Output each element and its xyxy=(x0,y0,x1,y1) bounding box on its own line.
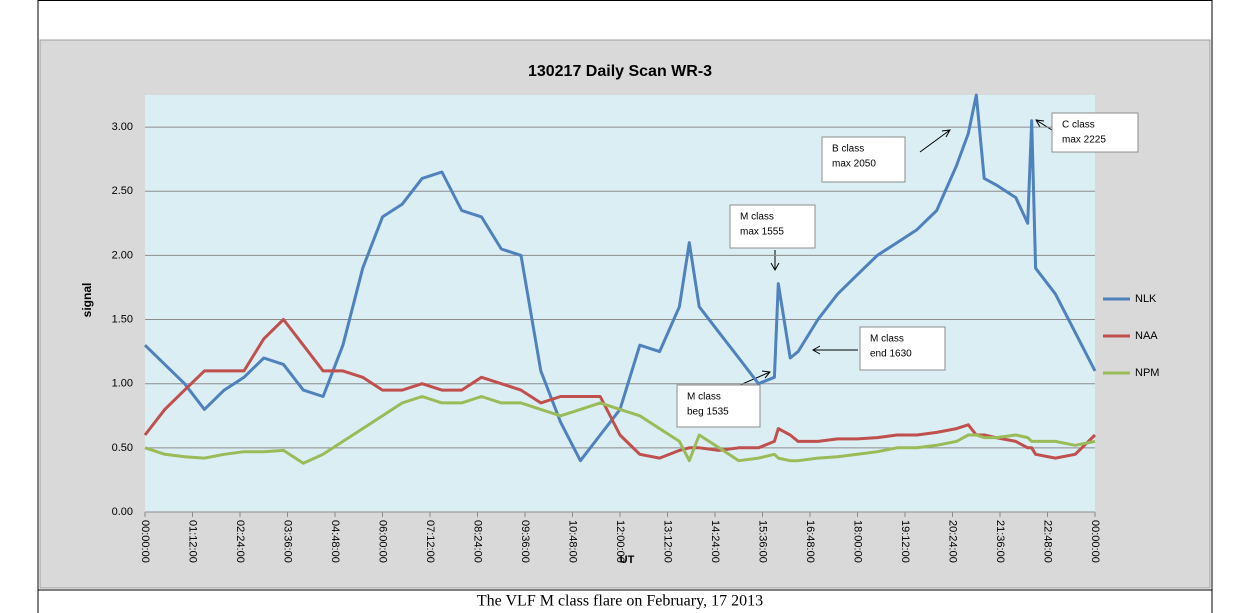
line-series xyxy=(144,395,1096,465)
y-tick-label: 1.50 xyxy=(112,313,133,325)
x-tick-label: 07:12:00 xyxy=(424,520,436,563)
x-tick-label: 21:36:00 xyxy=(994,520,1006,563)
annotation-text: beg 1535 xyxy=(687,407,729,418)
y-tick-label: 2.50 xyxy=(112,185,133,197)
x-tick-label: 04:48:00 xyxy=(329,520,341,563)
annotation-box xyxy=(1051,112,1139,153)
x-tick-label: 08:24:00 xyxy=(472,520,484,563)
y-axis-title: signal xyxy=(80,283,94,318)
annotation-box xyxy=(676,384,761,428)
x-tick-label: 09:36:00 xyxy=(519,520,531,563)
y-tick-label: 2.00 xyxy=(112,249,133,261)
x-tick-label: 10:48:00 xyxy=(567,520,579,563)
x-tick-label: 03:36:00 xyxy=(282,520,294,563)
annotation-text: max 2225 xyxy=(1062,135,1106,146)
y-tick-label: 1.00 xyxy=(112,378,133,390)
annotation-text: end 1630 xyxy=(870,349,912,360)
x-tick-label: 13:12:00 xyxy=(662,520,674,563)
x-tick-label: 06:00:00 xyxy=(377,520,389,563)
annotation-text: max 1555 xyxy=(740,227,784,238)
y-tick-label: 0.00 xyxy=(112,506,133,518)
x-tick-label: 14:24:00 xyxy=(709,520,721,563)
x-tick-label: 19:12:00 xyxy=(899,520,911,563)
x-tick-label: 22:48:00 xyxy=(1042,520,1054,563)
arrows xyxy=(739,119,1053,386)
annotation-text: B class xyxy=(832,144,864,155)
x-tick-label: 18:00:00 xyxy=(852,520,864,563)
legend-label: NLK xyxy=(1135,293,1157,305)
annotation-text: max 2050 xyxy=(832,159,876,170)
legend-label: NAA xyxy=(1135,330,1158,342)
plot-area xyxy=(145,95,1095,512)
annotation-box xyxy=(821,136,906,183)
x-tick-label: 12:00:00 xyxy=(614,520,626,563)
y-tick-label: 3.00 xyxy=(112,121,133,133)
x-tick-label: 20:24:00 xyxy=(947,520,959,563)
annotation-text: C class xyxy=(1062,120,1095,131)
caption: The VLF M class flare on February, 17 20… xyxy=(477,593,763,610)
x-tick-label: 01:12:00 xyxy=(187,520,199,563)
x-tick-label: 02:24:00 xyxy=(234,520,246,563)
annotation-text: M class xyxy=(740,212,774,223)
x-tick-label: 16:48:00 xyxy=(804,520,816,563)
legend-label: NPM xyxy=(1135,367,1159,379)
chart-title: 130217 Daily Scan WR-3 xyxy=(528,63,712,80)
x-axis-title: UT xyxy=(620,554,635,566)
annotation-text: M class xyxy=(870,334,904,345)
line-series xyxy=(143,93,1097,463)
x-tick-label: 00:00:00 xyxy=(139,520,151,563)
y-tick-label: 0.50 xyxy=(112,442,133,454)
x-tick-label: 00:00:00 xyxy=(1089,520,1101,563)
annotation-box xyxy=(859,326,946,371)
annotation-text: M class xyxy=(687,392,721,403)
annotation-box xyxy=(729,204,816,249)
x-tick-label: 15:36:00 xyxy=(757,520,769,563)
